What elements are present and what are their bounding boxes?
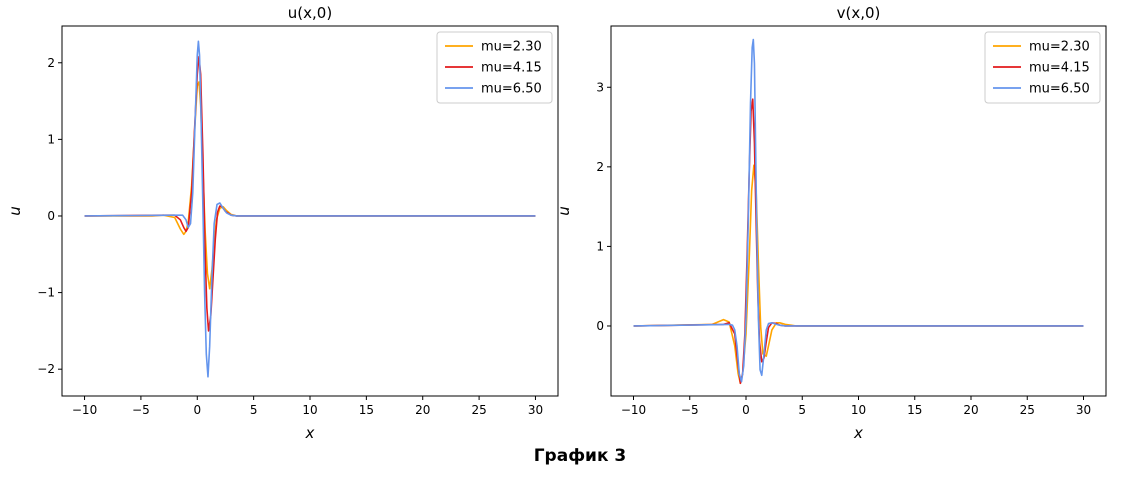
chart-1: −10 −5 0 5 10 15 20 25 30−2−1012u(x,0)xumu=2.30m… (6, 4, 559, 442)
legend: mu=2.30 mu=4.15 mu=6.50 (436, 31, 553, 104)
x-tick-label: 10 (851, 403, 866, 417)
legend-label: mu=2.30 (481, 40, 542, 55)
x-tick-label: 5 (250, 403, 258, 417)
x-tick-label: 15 (907, 403, 922, 417)
x-tick-label: 20 (415, 403, 430, 417)
legend-box (436, 31, 553, 104)
x-tick-label: 20 (963, 403, 978, 417)
series-line-3 (84, 40, 536, 378)
x-tick-label: −10 (72, 403, 97, 417)
series-line-1 (84, 81, 536, 290)
chart-2: −10 −5 0 5 10 15 20 25 30 0 1 2 3 v(x,0) x u mu=2.30 mu=4… (555, 4, 1107, 442)
y-tick-label: 1 (596, 239, 604, 253)
y-tick-label: 1 (47, 132, 55, 146)
y-tick-label: 0 (596, 319, 604, 333)
x-tick-label: 30 (528, 403, 543, 417)
legend-label: mu=2.30 (1029, 40, 1090, 55)
legend-box (984, 31, 1101, 104)
y-tick-label: 2 (47, 56, 55, 70)
series-line-2 (633, 98, 1084, 385)
x-tick-label: 25 (1020, 403, 1035, 417)
x-tick-label: −5 (681, 403, 699, 417)
legend-label: mu=6.50 (1029, 82, 1090, 97)
legend-label: mu=6.50 (481, 82, 542, 97)
series-line-1 (633, 164, 1084, 385)
x-axis-label: x (853, 424, 863, 442)
y-tick-label: 2 (596, 160, 604, 174)
legend-label: mu=4.15 (1029, 61, 1090, 76)
x-tick-label: 0 (742, 403, 750, 417)
x-tick-label: 0 (193, 403, 201, 417)
y-axis-label: u (555, 206, 573, 216)
x-tick-label: 25 (471, 403, 486, 417)
x-tick-label: 15 (359, 403, 374, 417)
chart-title: u(x,0) (288, 4, 332, 22)
series-line-3 (633, 38, 1084, 383)
x-axis-label: x (305, 424, 315, 442)
y-tick-label: −1 (37, 286, 55, 300)
plot-area (84, 40, 536, 378)
x-tick-label: 5 (798, 403, 806, 417)
chart-title: v(x,0) (837, 4, 881, 22)
x-tick-label: −10 (621, 403, 646, 417)
x-tick-label: 30 (1076, 403, 1091, 417)
x-tick-label: −5 (132, 403, 150, 417)
x-tick-label: 10 (302, 403, 317, 417)
y-tick-label: 0 (47, 209, 55, 223)
plot-area (633, 38, 1084, 385)
legend-label: mu=4.15 (481, 61, 542, 76)
y-tick-label: −2 (37, 362, 55, 376)
y-axis-label: u (6, 206, 24, 216)
y-tick-label: 3 (596, 80, 604, 94)
figure-caption: График 3 (533, 446, 627, 466)
legend: mu=2.30 mu=4.15 mu=6.50 (984, 31, 1101, 104)
